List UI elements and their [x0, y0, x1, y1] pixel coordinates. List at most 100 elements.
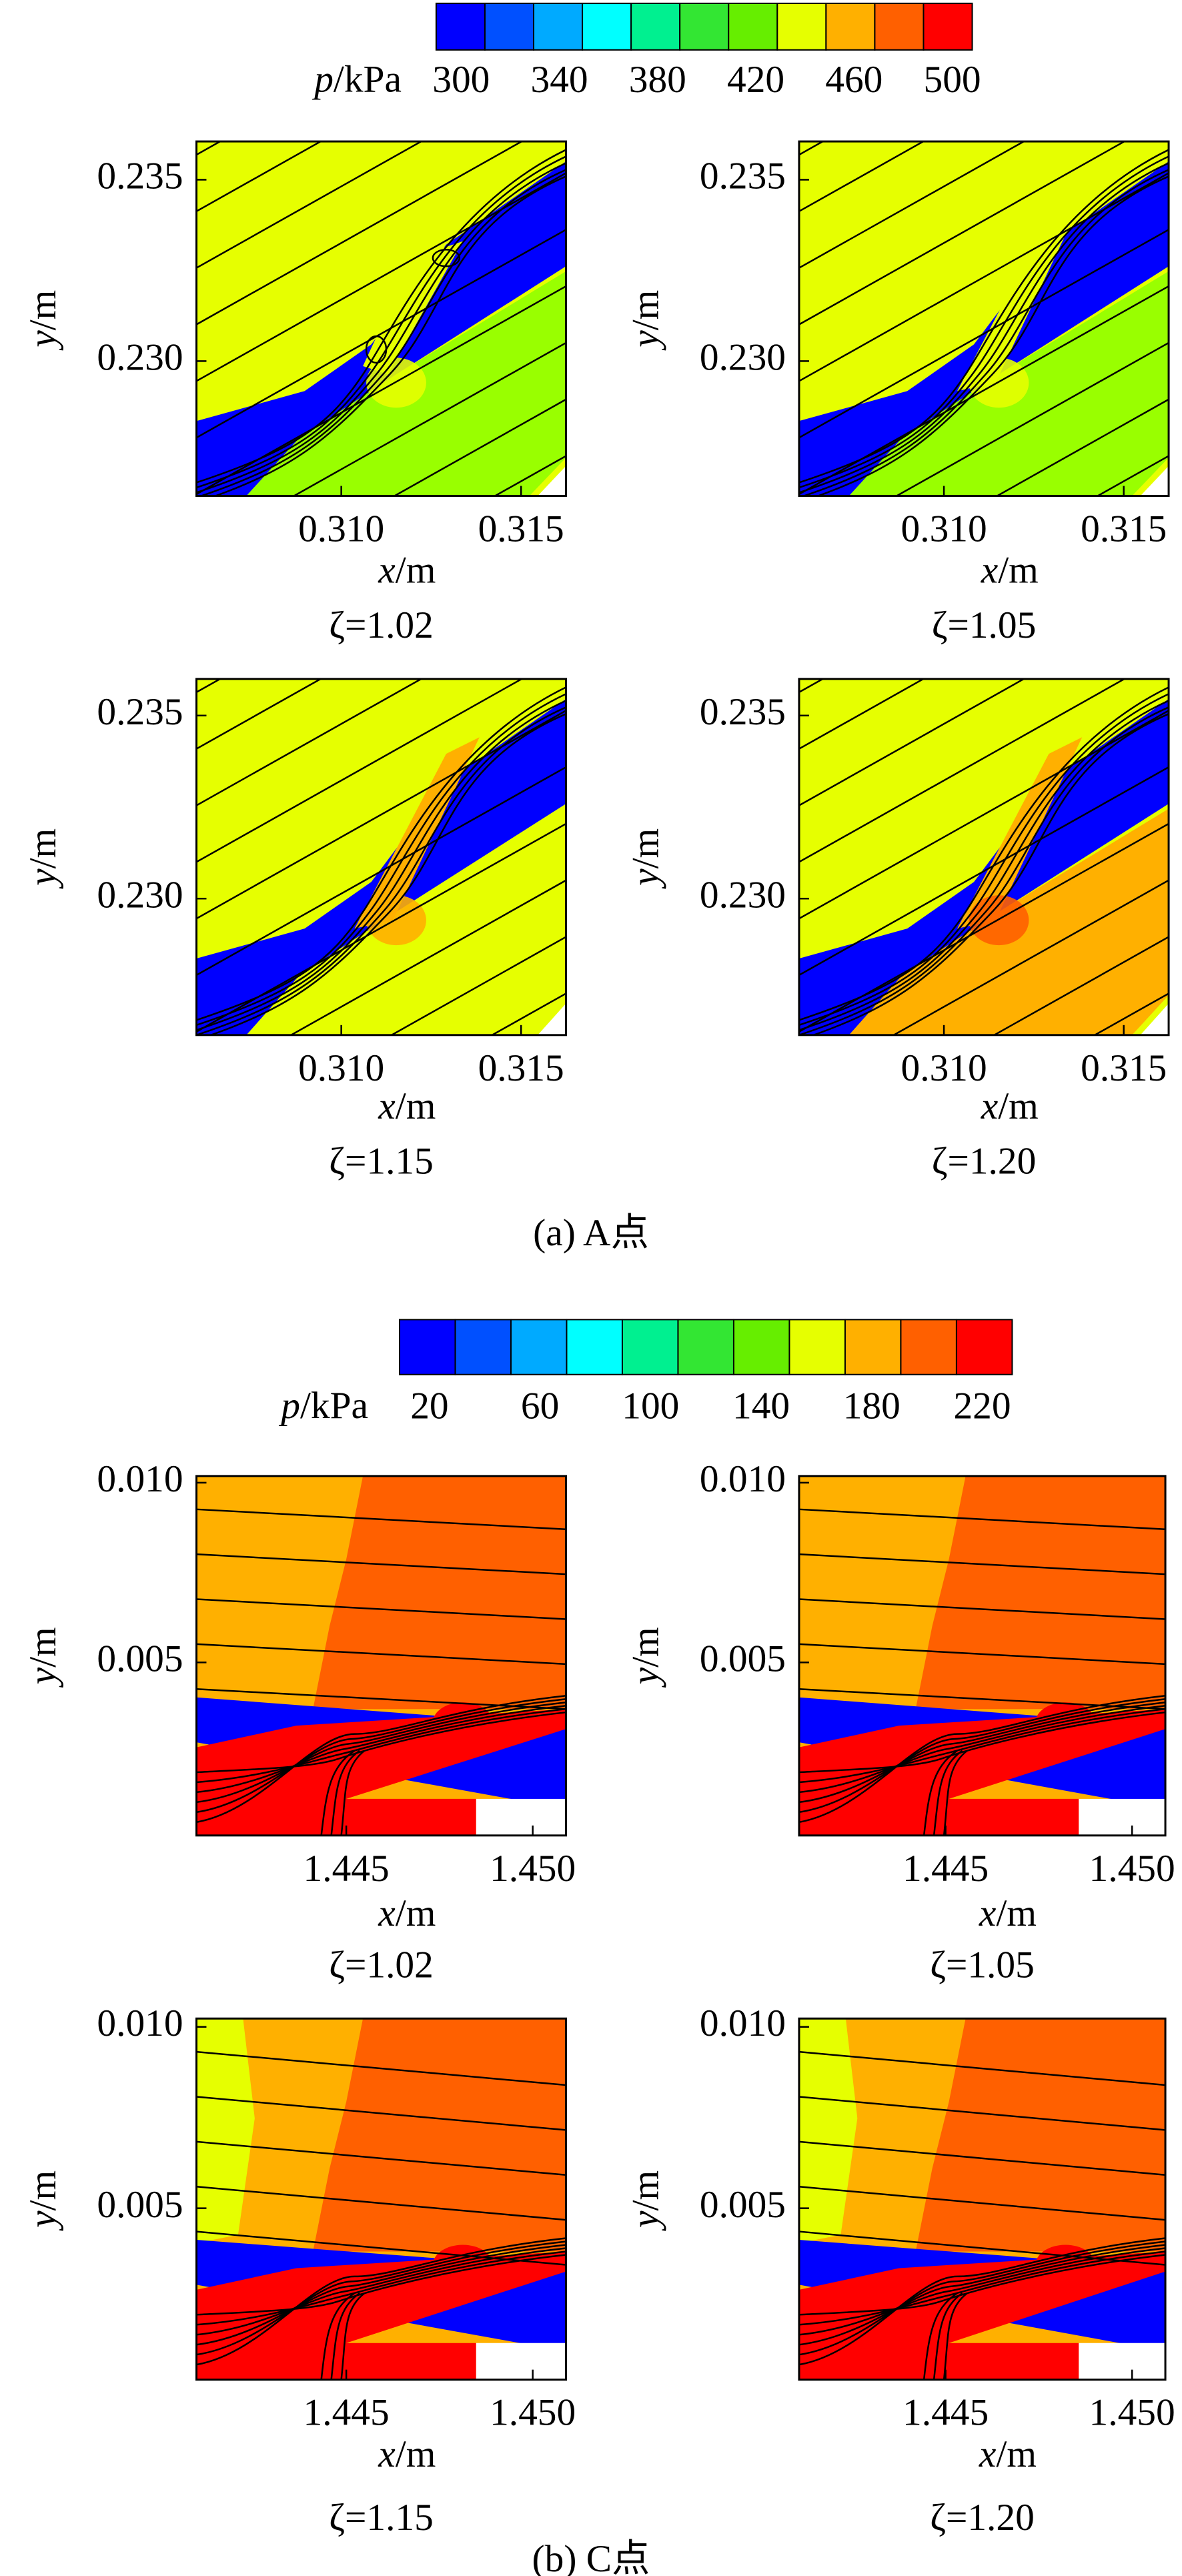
x-axis-label-unit: /m — [396, 550, 436, 592]
field — [538, 466, 566, 496]
panel-caption: ζ=1.05 — [932, 604, 1037, 646]
streamline — [798, 2237, 1166, 2366]
streamline — [213, 175, 566, 496]
field — [313, 2018, 566, 2252]
streamline — [392, 398, 566, 496]
y-axis-label-var: y — [22, 1667, 64, 1688]
streamline — [196, 2250, 566, 2326]
panel-caption: ζ=1.05 — [930, 1944, 1035, 1986]
colorbar-swatch — [874, 2, 925, 51]
x-tick-label: 0.315 — [478, 1047, 564, 1089]
x-tick-label: 0.315 — [1081, 1047, 1167, 1089]
x-axis-label-unit: /m — [396, 1085, 436, 1127]
panel-caption: ζ=1.02 — [329, 604, 434, 646]
colorbar-label-unit: /kPa — [334, 59, 402, 101]
x-tick-label: 1.450 — [490, 2392, 576, 2434]
streamline — [196, 2240, 566, 2356]
field — [915, 2018, 1166, 2252]
colorbar-label: p/kPa — [312, 59, 402, 101]
streamline — [943, 2292, 968, 2380]
figure-caption: (b) C点 — [532, 2538, 650, 2576]
y-tick-label: 0.235 — [97, 155, 183, 197]
streamline — [289, 879, 566, 1035]
y-axis-label-unit: /m — [625, 2170, 667, 2211]
panel-caption: ζ=1.20 — [930, 2497, 1035, 2539]
streamline — [196, 2050, 566, 2086]
colorbar-swatch — [732, 1319, 790, 1375]
y-axis-label-var: y — [625, 2210, 667, 2231]
streamline — [196, 678, 323, 750]
y-axis-label: y/m — [22, 828, 64, 889]
y-tick-label: 0.005 — [700, 1638, 786, 1680]
streamline — [196, 155, 566, 489]
streamline — [798, 1704, 1166, 1794]
y-axis-label-var: y — [625, 330, 667, 351]
plot-frame — [195, 2017, 568, 2381]
streamline — [196, 1553, 566, 1575]
contour-panel — [798, 2017, 1167, 2381]
streamline — [798, 1553, 1166, 1575]
y-axis-label-unit: /m — [625, 290, 667, 331]
streamline — [895, 342, 1169, 496]
field — [196, 1709, 566, 1836]
x-tick-label: 0.310 — [901, 508, 987, 550]
colorbar-tick-label: 220 — [953, 1385, 1011, 1427]
field — [196, 2251, 566, 2380]
colorbar-tick-label: 340 — [531, 59, 588, 101]
streamline — [798, 1708, 1166, 1784]
contour-field — [196, 141, 566, 496]
streamline — [933, 1750, 963, 1836]
streamline — [196, 2237, 566, 2366]
streamline — [196, 162, 566, 494]
vortex — [432, 248, 461, 267]
y-axis-label-unit: /m — [22, 828, 64, 869]
colorbar-swatch — [582, 2, 632, 51]
streamline — [320, 1750, 356, 1836]
x-tick-label: 1.445 — [903, 2392, 989, 2434]
field — [1079, 1798, 1166, 1836]
field — [476, 2343, 566, 2380]
streamline — [992, 936, 1169, 1035]
subfigure: p/kPa 300 340 380 420 460 500 0.235 0.230 0.310 0.… — [22, 2, 1170, 1254]
streamline — [330, 1750, 360, 1836]
x-axis-label: x/m — [378, 1892, 436, 1934]
streamline — [892, 879, 1169, 1035]
streamline — [490, 993, 566, 1035]
streamline — [196, 686, 566, 1021]
x-axis-label: x/m — [981, 550, 1039, 592]
y-axis-label: y/m — [625, 1627, 667, 1688]
colorbar-swatch — [677, 1319, 734, 1375]
streamline — [815, 175, 1169, 496]
vortex — [365, 335, 388, 364]
x-tick-label: 1.445 — [903, 1848, 989, 1890]
colorbar-swatch — [630, 2, 681, 51]
y-tick-label: 0.005 — [700, 2184, 786, 2226]
y-axis-label-unit: /m — [22, 1627, 64, 1668]
figure-caption: (a) A点 — [533, 1212, 649, 1254]
streamline — [196, 2140, 566, 2176]
x-axis-label: x/m — [378, 1085, 436, 1127]
colorbar-swatch — [955, 1319, 1013, 1375]
plot-frame — [195, 1475, 568, 1837]
streamline — [798, 155, 1169, 489]
streamline — [798, 2244, 1166, 2346]
streamline — [798, 1701, 1166, 1804]
streamline — [798, 1598, 1166, 1620]
streamline — [798, 693, 1169, 1026]
streamline — [196, 2096, 566, 2131]
contour-panel — [195, 1475, 568, 1837]
streamline — [196, 678, 524, 863]
x-tick-label: 0.310 — [298, 1047, 384, 1089]
streamline — [196, 1643, 566, 1666]
field — [957, 199, 1083, 392]
streamline — [798, 678, 925, 750]
colorbar-tick-label: 300 — [432, 59, 490, 101]
streamline — [196, 149, 566, 484]
contour-panel — [195, 140, 568, 497]
streamline — [196, 1598, 566, 1620]
x-axis-label-unit: /m — [396, 1892, 436, 1934]
x-axis-label-var: x — [378, 2433, 396, 2475]
streamline — [320, 2292, 356, 2380]
field — [798, 1709, 1166, 1836]
